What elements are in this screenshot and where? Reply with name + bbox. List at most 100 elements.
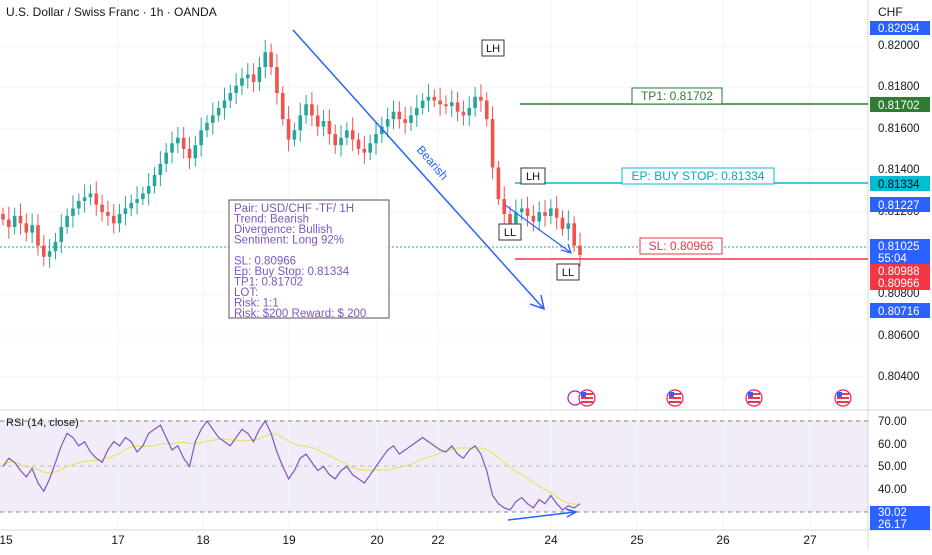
svg-text:0.82094: 0.82094: [878, 23, 920, 35]
candle-body: [554, 208, 559, 218]
candle-body: [426, 96, 431, 101]
symbol-title: U.S. Dollar / Swiss Franc · 1h · OANDA: [6, 5, 217, 19]
price-badge-b5: 0.80716: [870, 303, 930, 318]
time-tick: 24: [544, 533, 558, 547]
candle-body: [193, 145, 198, 159]
candle-body: [374, 134, 378, 144]
time-tick: 20: [370, 533, 384, 547]
candle-body: [1, 214, 5, 220]
candle-body: [310, 104, 314, 116]
rsi-divergence-arrow[interactable]: [507, 511, 576, 521]
ep-label[interactable]: EP: BUY STOP: 0.81334: [621, 167, 775, 185]
candle-body: [100, 204, 104, 213]
candle-body: [164, 152, 168, 164]
info-box-line: SL: 0.80966: [234, 256, 296, 268]
candle-body: [135, 199, 139, 203]
candle-body: [41, 245, 46, 257]
ll-right-label[interactable]: LL: [556, 263, 580, 281]
ll-left-text: LL: [504, 227, 516, 239]
price-badge-current: 0.81025 55:04: [870, 239, 930, 265]
candle-body: [519, 208, 524, 213]
candle-body: [380, 126, 384, 135]
candle-body: [484, 100, 489, 120]
time-tick: 18: [196, 533, 210, 547]
candle-body: [537, 212, 542, 222]
svg-text:0.80716: 0.80716: [878, 306, 920, 318]
price-badge-b1: 0.81227: [870, 197, 930, 212]
candle-body: [321, 121, 326, 127]
candle-body: [65, 215, 69, 228]
candle-body: [216, 107, 221, 116]
us-flag-event-icon: [666, 389, 684, 407]
price-badge-sl: 0.80966: [870, 276, 930, 290]
candle-body: [420, 100, 425, 108]
candle-body: [385, 119, 390, 127]
lh-mid-label[interactable]: LH: [520, 167, 546, 185]
candle-body: [543, 212, 547, 216]
candle-body: [531, 215, 536, 222]
info-box-line: TP1: 0.81702: [234, 277, 303, 289]
info-box-line: Risk: 1:1: [234, 298, 279, 310]
ll-wedge-line: [504, 204, 571, 253]
candle-body: [525, 208, 530, 216]
time-tick: 26: [716, 533, 730, 547]
rsi-divergence-arrowhead: [565, 508, 578, 518]
info-box-line: Risk: $200 Reward: $ 200: [234, 308, 366, 320]
candle-body: [158, 163, 163, 175]
countdown-timer: 55:04: [878, 253, 907, 265]
event-icons[interactable]: [567, 389, 852, 407]
price-tick: 0.80800: [878, 288, 920, 300]
candle-body: [409, 115, 413, 123]
lh-top-text: LH: [486, 43, 500, 55]
candle-body: [415, 107, 419, 116]
rsi-tick: 70.00: [878, 416, 907, 428]
candle-body: [111, 215, 116, 224]
info-box-line: Pair: USD/CHF -TF/ 1H: [234, 203, 354, 215]
rsi-tick: 40.00: [878, 484, 907, 496]
price-tick: 0.81800: [878, 81, 920, 93]
candle-body: [508, 214, 512, 224]
candle-body: [7, 219, 11, 228]
lh-top-label[interactable]: LH: [481, 39, 505, 57]
svg-text:0.81025: 0.81025: [878, 241, 920, 253]
candle-body: [245, 74, 250, 79]
candle-body: [240, 78, 244, 86]
currency-label: CHF: [878, 5, 903, 19]
candle-body: [315, 115, 320, 127]
price-badge-b3: 0.80988: [870, 264, 930, 278]
candle-body: [47, 251, 52, 257]
ll-right-text: LL: [562, 267, 574, 279]
tp-label[interactable]: TP1: 0.81702: [631, 87, 723, 105]
candle-body: [181, 137, 186, 149]
ll-left-label[interactable]: LL: [498, 223, 522, 241]
calendar-event-icon: [567, 389, 596, 407]
candle-body: [438, 100, 442, 105]
info-box-line: Ep: Buy Stop: 0.81334: [234, 266, 350, 278]
candle-body: [397, 111, 402, 120]
svg-text:26.17: 26.17: [878, 519, 907, 531]
candle-body: [350, 130, 355, 140]
candle-body: [24, 223, 29, 233]
sl-label[interactable]: SL: 0.80966: [639, 237, 723, 255]
rsi-line: [2, 419, 581, 511]
candle-body: [106, 212, 110, 216]
price-tick: 0.80400: [878, 371, 920, 383]
candle-body: [199, 130, 203, 146]
candle-body: [53, 241, 58, 252]
candle-body: [572, 223, 576, 246]
info-box-line: Divergence: Bullish: [234, 224, 332, 236]
candle-body: [502, 199, 507, 214]
candle-body: [82, 197, 87, 201]
candle-body: [263, 52, 268, 68]
candle-body: [560, 217, 565, 229]
candle-body: [280, 93, 285, 120]
candle-body: [444, 104, 448, 107]
bearish-arrow[interactable]: [292, 29, 544, 309]
candle-body: [549, 208, 553, 216]
info-box-line: LOT:: [234, 287, 258, 299]
price-tick: 0.81400: [878, 164, 920, 176]
candle-body: [304, 104, 308, 116]
candle-body: [362, 148, 367, 153]
